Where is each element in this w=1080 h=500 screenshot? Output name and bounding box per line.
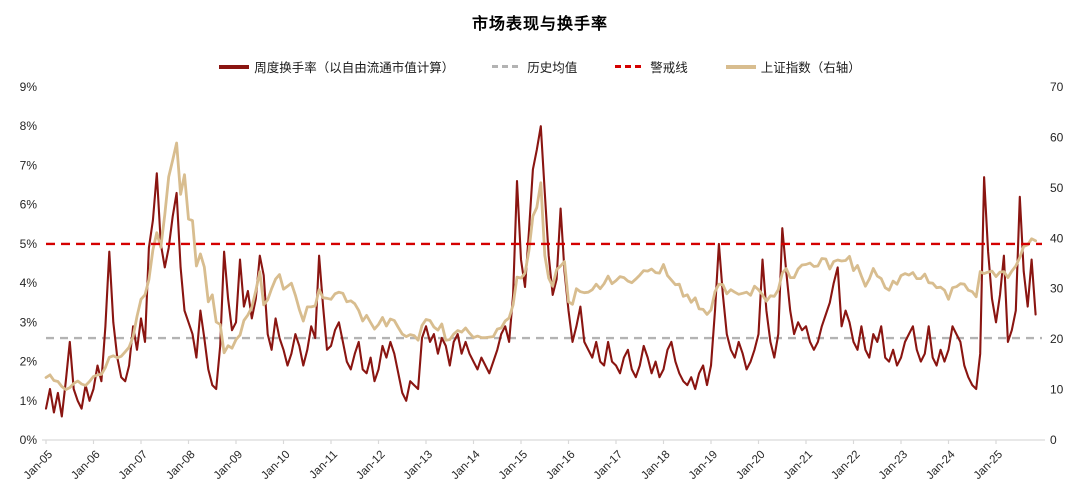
turnover-series-line	[44, 125, 1037, 418]
x-tick-label: Jan-10	[259, 449, 292, 482]
x-tick-label: Jan-22	[829, 449, 862, 482]
x-tick-label: Jan-08	[164, 449, 197, 482]
right-axis-tick-label: 70	[1050, 80, 1064, 94]
right-axis-tick-label: 20	[1050, 332, 1064, 346]
left-axis-tick-label: 5%	[20, 237, 38, 251]
x-tick-label: Jan-09	[212, 449, 245, 482]
dashed-line-swatch-icon	[492, 65, 523, 68]
x-tick-label: Jan-20	[734, 449, 767, 482]
x-tick-label: Jan-11	[307, 449, 340, 482]
left-axis-tick-label: 0%	[20, 433, 38, 447]
left-axis-tick-label: 8%	[20, 119, 38, 133]
x-tick-label: Jan-12	[354, 449, 387, 482]
x-tick-label: Jan-13	[402, 449, 435, 482]
right-axis-tick-label: 30	[1050, 282, 1064, 296]
left-axis-tick-label: 9%	[20, 80, 38, 94]
legend-label: 警戒线	[650, 61, 688, 75]
x-tick-label: Jan-21	[782, 449, 815, 482]
chart-title: 市场表现与换手率	[471, 16, 608, 33]
left-axis-tick-label: 2%	[20, 355, 38, 369]
x-tick-label: Jan-15	[497, 449, 530, 482]
right-axis-tick-label: 40	[1050, 231, 1064, 245]
right-axis-tick-label: 60	[1050, 130, 1064, 144]
legend-label: 上证指数（右轴）	[760, 61, 861, 75]
right-axis-tick-label: 50	[1050, 181, 1064, 195]
line-swatch-icon	[219, 64, 250, 69]
legend-item-0: 周度换手率（以自由流通市值计算）	[219, 57, 454, 76]
index-series-line	[44, 141, 1037, 392]
x-tick-label: Jan-24	[924, 448, 958, 482]
x-tick-label: Jan-19	[687, 449, 720, 482]
left-axis-tick-label: 1%	[20, 394, 38, 408]
left-axis-tick-label: 6%	[20, 198, 38, 212]
legend-item-1: 历史均值	[492, 57, 577, 76]
legend-label: 周度换手率（以自由流通市值计算）	[254, 61, 455, 75]
x-tick-label: Jan-23	[877, 449, 910, 482]
x-tick-label: Jan-07	[117, 449, 150, 482]
x-tick-label: Jan-14	[449, 448, 483, 482]
line-swatch-icon	[725, 64, 756, 69]
left-axis-tick-label: 7%	[20, 158, 38, 172]
x-tick-label: Jan-05	[22, 449, 55, 482]
right-axis-tick-label: 0	[1050, 433, 1057, 447]
left-axis-tick-label: 3%	[20, 315, 38, 329]
x-tick-label: Jan-18	[639, 449, 672, 482]
x-tick-label: Jan-17	[592, 449, 625, 482]
left-axis-tick-label: 4%	[20, 276, 38, 290]
x-tick-label: Jan-25	[972, 449, 1005, 482]
right-axis-tick-label: 10	[1050, 383, 1064, 397]
x-tick-label: Jan-16	[544, 449, 577, 482]
legend: 周度换手率（以自由流通市值计算） 历史均值 警戒线 上证指数（右轴）	[0, 57, 1080, 76]
legend-item-2: 警戒线	[615, 57, 688, 76]
legend-item-3: 上证指数（右轴）	[725, 57, 861, 76]
dashed-line-swatch-icon	[615, 65, 646, 68]
legend-label: 历史均值	[527, 61, 578, 75]
x-tick-label: Jan-06	[69, 449, 102, 482]
